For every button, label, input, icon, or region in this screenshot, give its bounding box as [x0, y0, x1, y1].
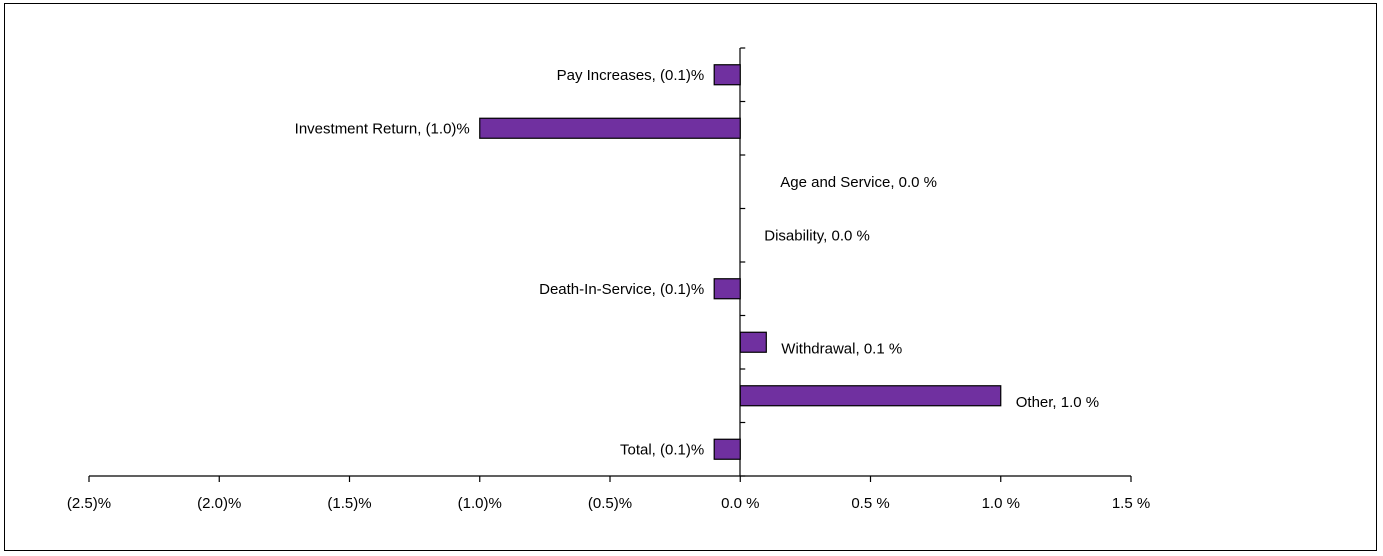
- x-tick-label: 1.0 %: [982, 495, 1020, 512]
- x-tick-label: 0.5 %: [851, 495, 889, 512]
- bar: [479, 117, 741, 139]
- x-tick-label: (0.5)%: [588, 495, 632, 512]
- bar: [713, 64, 741, 86]
- data-label: Death-In-Service, (0.1)%: [539, 281, 704, 298]
- x-tick-label: (1.0)%: [458, 495, 502, 512]
- data-label: Withdrawal, 0.1 %: [781, 340, 902, 357]
- data-label: Investment Return, (1.0)%: [295, 120, 470, 137]
- bars-group: [479, 64, 1002, 460]
- x-tick-label: (1.5)%: [327, 495, 371, 512]
- bar: [739, 331, 767, 353]
- data-labels-group: Pay Increases, (0.1)% Investment Return, …: [295, 67, 1099, 459]
- data-label: Disability, 0.0 %: [764, 227, 870, 244]
- bar: [713, 278, 741, 300]
- chart-frame: (2.5)% (2.0)% (1.5)% (1.0)% (0.5)% 0.0 % 0.5 %…: [4, 3, 1377, 551]
- x-tick-label: (2.0)%: [197, 495, 241, 512]
- data-label: Other, 1.0 %: [1016, 394, 1099, 411]
- chart-plot: (2.5)% (2.0)% (1.5)% (1.0)% (0.5)% 0.0 % 0.5 %…: [67, 47, 1150, 512]
- data-label: Age and Service, 0.0 %: [780, 174, 937, 191]
- bar: [739, 385, 1002, 407]
- data-label: Total, (0.1)%: [620, 441, 704, 458]
- x-tick-label: 0.0 %: [721, 495, 759, 512]
- x-ticks-group: (2.5)% (2.0)% (1.5)% (1.0)% (0.5)% 0.0 % 0.5 %…: [67, 476, 1150, 512]
- x-tick-label: (2.5)%: [67, 495, 111, 512]
- bar: [713, 438, 741, 460]
- data-label: Pay Increases, (0.1)%: [557, 67, 705, 84]
- y-ticks-group: [740, 47, 746, 477]
- x-tick-label: 1.5 %: [1112, 495, 1150, 512]
